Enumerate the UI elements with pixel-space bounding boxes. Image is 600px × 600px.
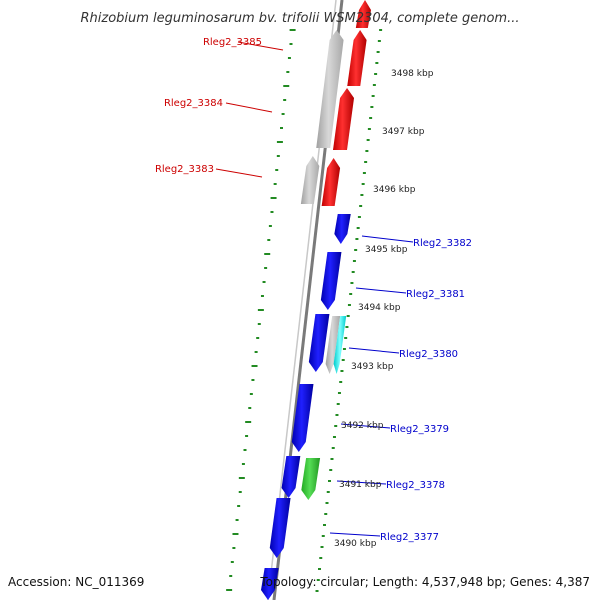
- gene-labels: Rleg2_3385 Rleg2_3384 Rleg2_3383 Rleg2_3382…: [155, 37, 472, 543]
- kbp-tick-label: 3492 kbp: [341, 421, 384, 431]
- gene-arrow-blue: [334, 214, 351, 244]
- dotted-tick-tracks: [226, 29, 383, 592]
- feature-arrow-gray: [325, 316, 341, 374]
- gene-arrow-blue: [281, 456, 301, 498]
- gene-label[interactable]: Rleg2_3378: [386, 480, 445, 491]
- gene-leader-line: [215, 168, 263, 178]
- kbp-tick-label: 3490 kbp: [334, 539, 377, 549]
- feature-arrow-gray: [300, 156, 320, 204]
- gene-leader-line: [225, 102, 273, 113]
- gene-label[interactable]: Rleg2_3380: [399, 349, 458, 360]
- kbp-tick-label: 3494 kbp: [358, 303, 401, 313]
- gene-leader-line: [355, 287, 407, 294]
- gene-label[interactable]: Rleg2_3384: [164, 98, 223, 109]
- gene-leader-line: [237, 41, 284, 51]
- gene-leader-line: [348, 347, 400, 354]
- gene-label[interactable]: Rleg2_3381: [406, 289, 465, 300]
- gene-arrow-blue: [320, 252, 342, 310]
- gene-leader-line: [329, 532, 381, 537]
- gene-arrow-red: [355, 0, 371, 28]
- gene-features: [261, 0, 371, 600]
- summary-text: Topology: circular; Length: 4,537,948 bp…: [259, 575, 590, 589]
- gene-label[interactable]: Rleg2_3382: [413, 238, 472, 249]
- kbp-tick-label: 3495 kbp: [365, 245, 408, 255]
- gene-label[interactable]: Rleg2_3383: [155, 164, 214, 175]
- gene-label[interactable]: Rleg2_3379: [390, 424, 449, 435]
- map-title: Rhizobium leguminosarum bv. trifolii WSM…: [81, 11, 520, 26]
- feature-arrow-gray: [316, 30, 344, 148]
- gene-label[interactable]: Rleg2_3385: [203, 37, 262, 48]
- kbp-tick-label: 3496 kbp: [373, 185, 416, 195]
- gene-arrow-blue: [291, 384, 314, 452]
- gene-arrow-blue: [269, 498, 291, 558]
- kbp-tick-label: 3498 kbp: [391, 69, 434, 79]
- gene-label[interactable]: Rleg2_3377: [380, 532, 439, 543]
- gene-arrow-red: [347, 30, 367, 86]
- kbp-tick-label: 3491 kbp: [339, 480, 382, 490]
- gene-leader-line: [336, 480, 387, 485]
- gene-arrow-blue: [308, 314, 330, 372]
- gene-arrow-blue: [261, 568, 279, 600]
- kbp-tick-labels: 3498 kbp 3497 kbp 3496 kbp 3495 kbp 3494 kbp…: [334, 69, 434, 549]
- kbp-tick-label: 3497 kbp: [382, 127, 425, 137]
- feature-arrow-cyan: [333, 316, 347, 374]
- gene-arrow-red: [333, 88, 355, 150]
- gene-arrow-red: [321, 158, 341, 206]
- gene-leader-line: [340, 423, 391, 429]
- accession-text: Accession: NC_011369: [8, 575, 144, 589]
- gene-leader-line: [361, 235, 414, 243]
- feature-arrow-green: [301, 458, 321, 500]
- kbp-tick-label: 3493 kbp: [351, 362, 394, 372]
